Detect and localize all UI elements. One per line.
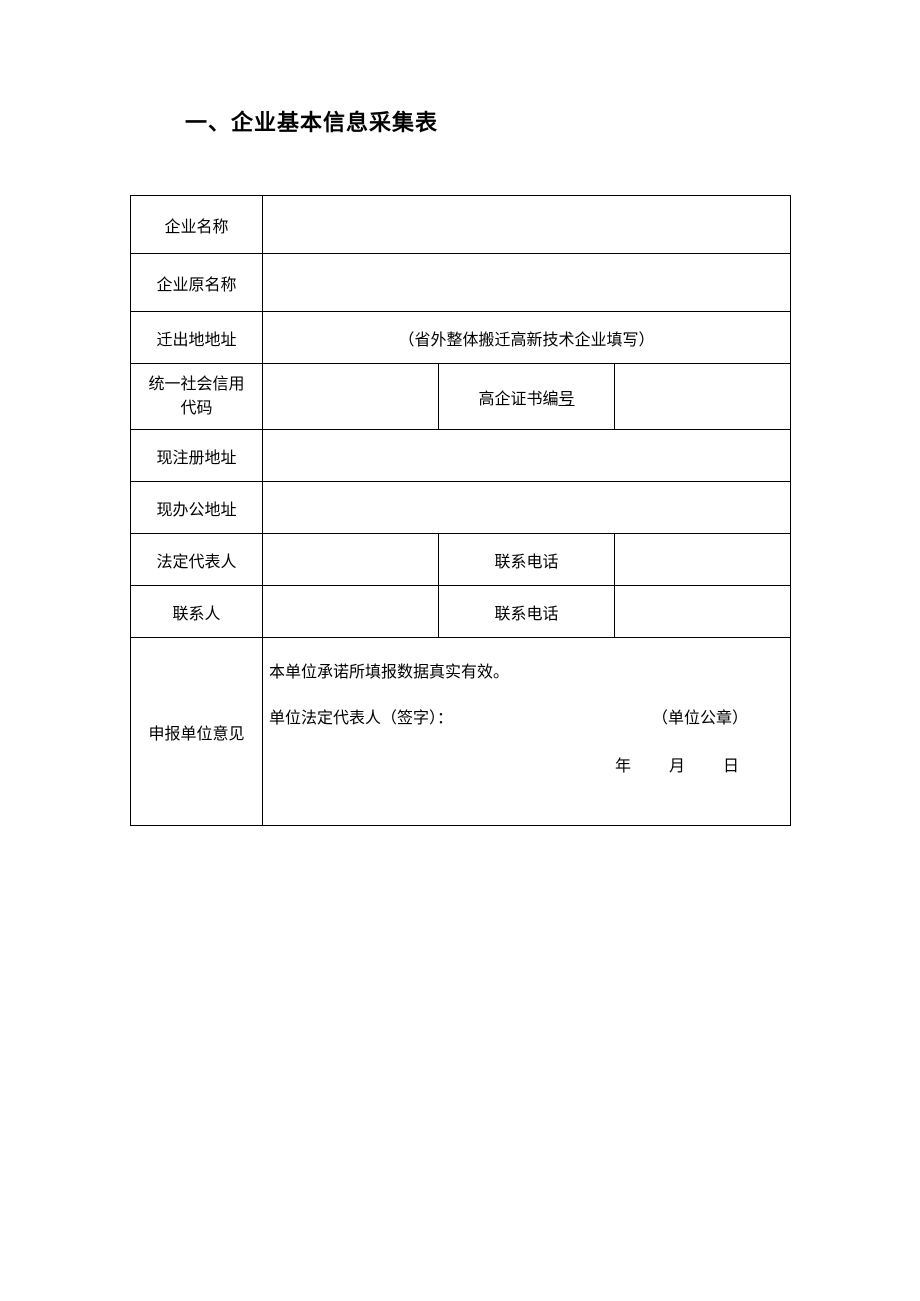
cert-number-value[interactable]	[615, 364, 791, 430]
date-year: 年	[615, 758, 632, 775]
seal-label: （单位公章）	[652, 704, 748, 728]
former-name-label: 企业原名称	[131, 254, 263, 312]
table-row: 法定代表人 联系电话	[131, 534, 791, 586]
opinion-statement: 本单位承诺所填报数据真实有效。	[269, 658, 778, 682]
table-row: 现注册地址	[131, 430, 791, 482]
date-line: 年 月 日	[269, 752, 778, 776]
credit-code-label-line2: 代码	[180, 400, 212, 417]
reg-address-label: 现注册地址	[131, 430, 263, 482]
contact-phone-label: 联系电话	[439, 586, 615, 638]
contact-label: 联系人	[131, 586, 263, 638]
credit-code-value[interactable]	[263, 364, 439, 430]
date-month: 月	[669, 758, 686, 775]
cert-label-underlined: 号	[559, 391, 575, 408]
table-row: 现办公地址	[131, 482, 791, 534]
table-row: 联系人 联系电话	[131, 586, 791, 638]
office-address-value[interactable]	[263, 482, 791, 534]
legal-rep-label: 法定代表人	[131, 534, 263, 586]
signature-label: 单位法定代表人（签字）：	[269, 704, 453, 728]
cert-number-label: 高企证书编号	[439, 364, 615, 430]
contact-value[interactable]	[263, 586, 439, 638]
form-title: 一、企业基本信息采集表	[185, 105, 790, 137]
reg-address-value[interactable]	[263, 430, 791, 482]
office-address-label: 现办公地址	[131, 482, 263, 534]
info-table: 企业名称 企业原名称 迁出地地址 （省外整体搬迁高新技术企业填写） 统一社会信用…	[130, 195, 791, 826]
legal-rep-value[interactable]	[263, 534, 439, 586]
relocation-address-label: 迁出地地址	[131, 312, 263, 364]
table-row: 企业名称	[131, 196, 791, 254]
table-row: 统一社会信用 代码 高企证书编号	[131, 364, 791, 430]
opinion-content[interactable]: 本单位承诺所填报数据真实有效。 单位法定代表人（签字）： （单位公章） 年 月 …	[263, 638, 791, 826]
opinion-label: 申报单位意见	[131, 638, 263, 826]
legal-rep-phone-label: 联系电话	[439, 534, 615, 586]
contact-phone-value[interactable]	[615, 586, 791, 638]
table-row: 申报单位意见 本单位承诺所填报数据真实有效。 单位法定代表人（签字）： （单位公…	[131, 638, 791, 826]
table-row: 企业原名称	[131, 254, 791, 312]
date-day: 日	[723, 758, 740, 775]
cert-label-prefix: 高企证书编	[478, 391, 558, 408]
credit-code-label-line1: 统一社会信用	[148, 376, 244, 393]
relocation-address-note[interactable]: （省外整体搬迁高新技术企业填写）	[263, 312, 791, 364]
legal-rep-phone-value[interactable]	[615, 534, 791, 586]
company-name-label: 企业名称	[131, 196, 263, 254]
company-name-value[interactable]	[263, 196, 791, 254]
credit-code-label: 统一社会信用 代码	[131, 364, 263, 430]
table-row: 迁出地地址 （省外整体搬迁高新技术企业填写）	[131, 312, 791, 364]
former-name-value[interactable]	[263, 254, 791, 312]
